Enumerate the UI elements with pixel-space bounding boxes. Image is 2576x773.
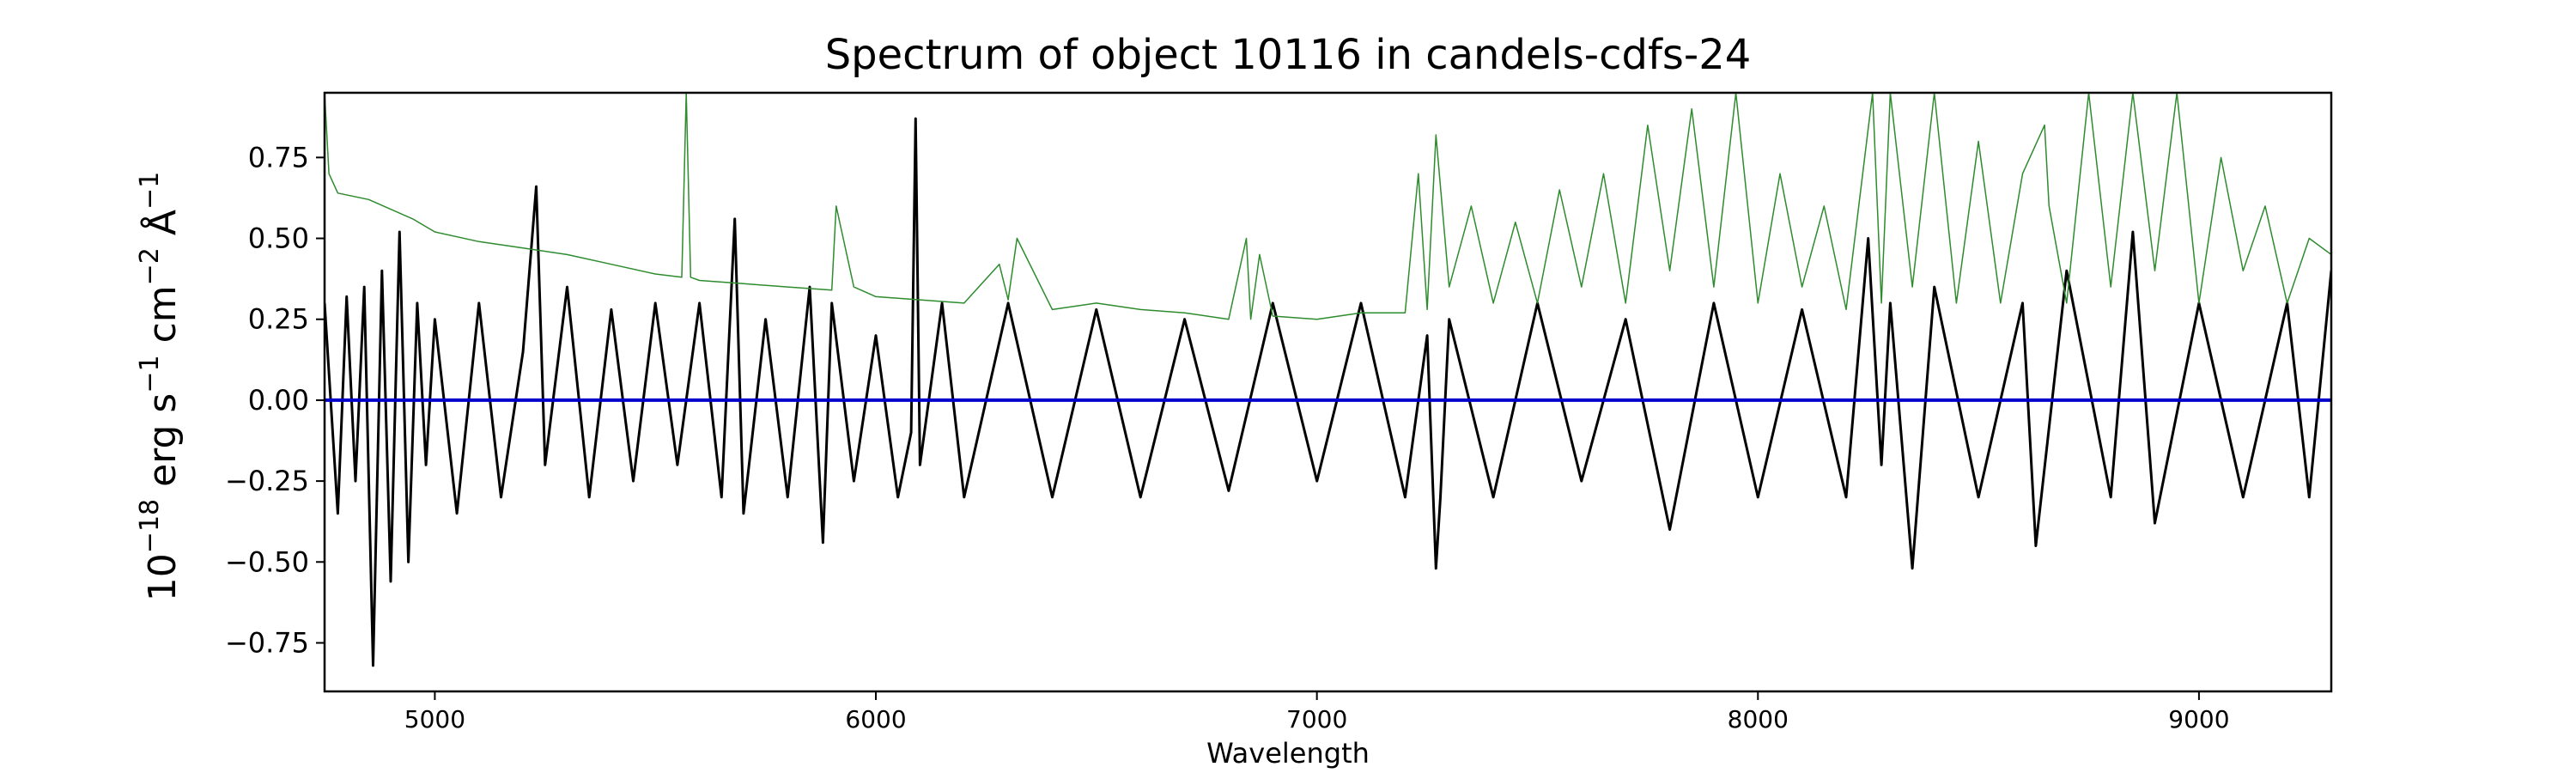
x-tick-label: 5000 bbox=[404, 705, 465, 733]
series-line-2 bbox=[325, 93, 2331, 320]
x-axis: 5000 6000 7000 8000 9000 bbox=[404, 691, 2230, 733]
y-tick-label: 0.75 bbox=[248, 141, 309, 173]
y-tick-label: −0.25 bbox=[225, 465, 309, 497]
y-tick-label: −0.75 bbox=[225, 626, 309, 659]
y-tick-label: 0.25 bbox=[248, 303, 309, 336]
series-line-0 bbox=[325, 117, 2331, 667]
y-tick-label: −0.50 bbox=[225, 545, 309, 578]
x-tick-label: 9000 bbox=[2168, 705, 2229, 733]
chart-title: Spectrum of object 10116 in candels-cdfs… bbox=[824, 31, 1752, 79]
y-tick-label: 0.50 bbox=[248, 222, 309, 255]
y-axis: −0.75 −0.50 −0.25 0.00 0.25 0.50 0.75 bbox=[225, 141, 325, 659]
x-axis-label: Wavelength bbox=[1206, 737, 1370, 770]
plot-frame bbox=[323, 91, 2333, 693]
series-layer bbox=[325, 93, 2331, 667]
x-tick-label: 7000 bbox=[1286, 705, 1347, 733]
x-tick-label: 6000 bbox=[845, 705, 906, 733]
x-tick-label: 8000 bbox=[1728, 705, 1789, 733]
y-tick-label: 0.00 bbox=[248, 384, 309, 417]
